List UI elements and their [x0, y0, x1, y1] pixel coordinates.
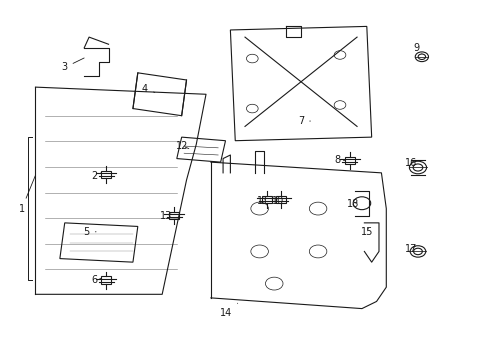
Text: 13: 13	[160, 211, 172, 221]
Text: 7: 7	[298, 116, 311, 126]
Text: 15: 15	[361, 227, 373, 237]
Text: 3: 3	[62, 58, 84, 72]
Bar	[262, 196, 272, 203]
Text: 11: 11	[257, 197, 269, 206]
Text: 16: 16	[405, 158, 417, 168]
Text: 6: 6	[91, 275, 101, 285]
Text: 8: 8	[335, 156, 345, 165]
Text: 4: 4	[142, 84, 155, 94]
Text: 2: 2	[91, 171, 101, 181]
Bar	[101, 171, 111, 178]
Text: 14: 14	[220, 303, 238, 318]
Text: 17: 17	[404, 244, 417, 253]
Text: 5: 5	[83, 227, 96, 237]
Bar	[101, 276, 111, 284]
Text: 1: 1	[19, 175, 35, 213]
Text: 10: 10	[272, 197, 284, 206]
Bar	[275, 196, 286, 203]
Bar	[170, 212, 179, 219]
Text: 18: 18	[347, 199, 359, 209]
Bar	[345, 157, 355, 164]
Text: 9: 9	[413, 43, 422, 53]
Text: 12: 12	[176, 141, 189, 151]
